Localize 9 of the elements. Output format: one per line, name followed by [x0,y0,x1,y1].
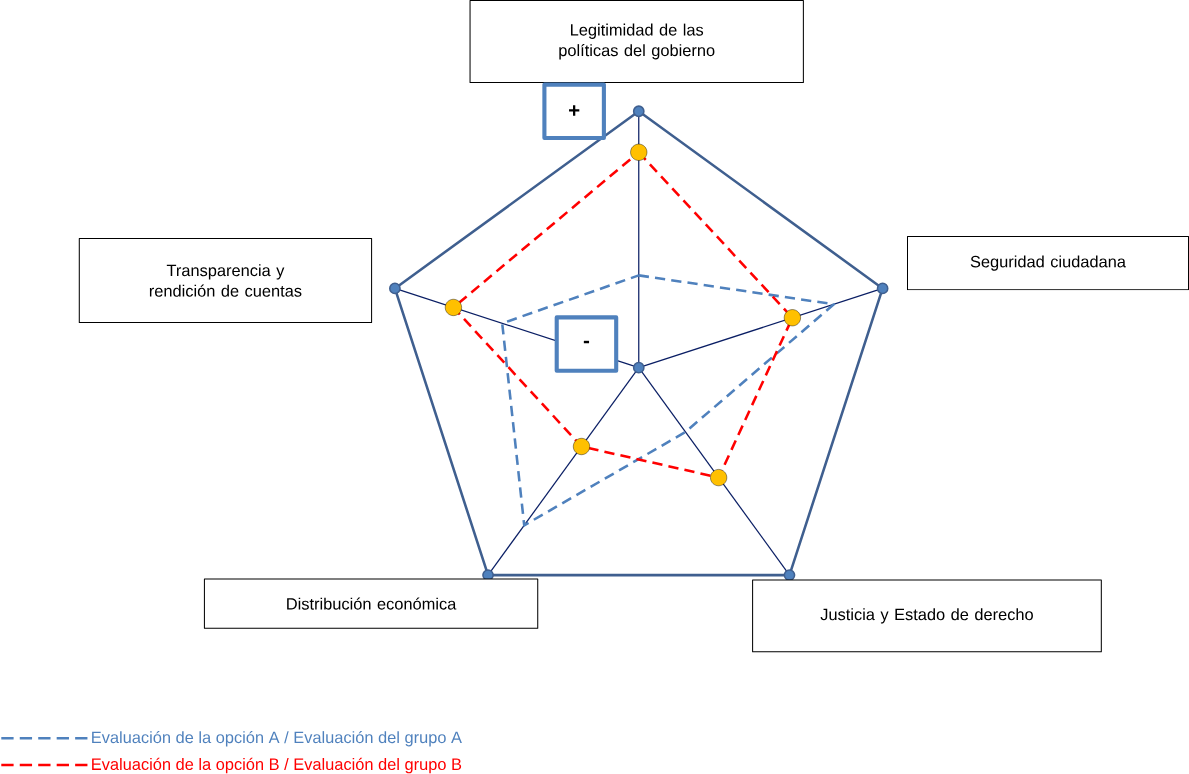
spoke-label: Justicia y Estado de derecho [820,608,1033,624]
text: Evaluación de la opción A / Evaluación del grupo A [92,730,462,747]
text: - [583,340,590,344]
spoke-label: Distribución económica [287,597,457,610]
spoke-label: Transparencia y rendición de cuentas [149,264,302,297]
text: + [569,105,580,116]
spoke-label: Legitimidad de las políticas del gobierno [559,23,715,60]
text: Evaluación de la opción B / Evaluación del grupo B [92,757,462,774]
spoke-label: Seguridad ciudadana [970,255,1126,271]
